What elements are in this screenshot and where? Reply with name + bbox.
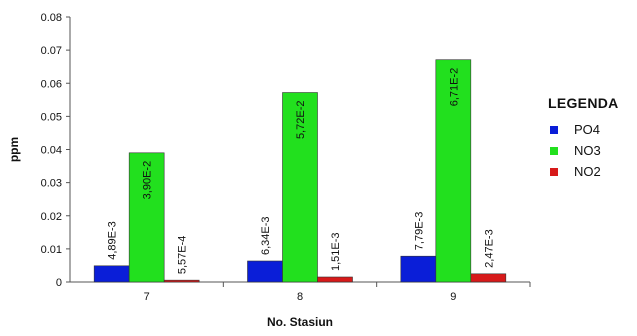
- legend-item-no2: NO2: [548, 161, 632, 182]
- legend-title: LEGENDA: [548, 95, 619, 111]
- y-tick-label: 0.06: [41, 78, 62, 90]
- y-tick-label: 0.02: [41, 211, 62, 223]
- data-label-no2: 2,47E-3: [483, 229, 495, 268]
- legend-label: PO4: [574, 122, 601, 137]
- data-label-no3: 5,72E-2: [295, 101, 307, 140]
- data-label-po4: 6,34E-3: [260, 216, 272, 255]
- legend-label: NO3: [574, 143, 601, 158]
- legend: LEGENDA PO4 NO3 NO2: [548, 95, 632, 182]
- data-label-no2: 5,57E-4: [177, 236, 189, 275]
- legend-swatch: [550, 146, 558, 155]
- x-axis-title: No. Stasiun: [267, 315, 333, 329]
- legend-swatch: [550, 167, 558, 176]
- bar-no3: [128, 152, 165, 283]
- x-tick-label: 8: [297, 291, 303, 303]
- y-tick-label: 0.03: [41, 178, 62, 190]
- bar-po4: [247, 260, 283, 283]
- y-tick-label: 0: [56, 277, 62, 289]
- data-label-po4: 4,89E-3: [107, 221, 119, 260]
- bar-no2: [317, 276, 353, 283]
- bar-no2: [470, 273, 507, 283]
- x-tick-label: 7: [144, 291, 150, 303]
- bar-po4: [400, 255, 437, 283]
- data-label-no2: 1,51E-3: [330, 232, 342, 271]
- data-label-po4: 7,79E-3: [413, 212, 425, 251]
- y-tick-label: 0.07: [41, 45, 62, 57]
- y-tick-label: 0.08: [41, 12, 62, 24]
- y-tick-label: 0.01: [41, 244, 62, 256]
- legend-swatch: [550, 125, 558, 134]
- y-tick-label: 0.04: [41, 145, 62, 157]
- legend-items: PO4 NO3 NO2: [548, 119, 632, 182]
- bar-no2: [163, 279, 200, 283]
- legend-item-no3: NO3: [548, 140, 632, 161]
- bar-po4: [93, 265, 130, 283]
- x-tick-label: 9: [450, 291, 456, 303]
- legend-item-po4: PO4: [548, 119, 632, 140]
- bar-no3: [435, 59, 472, 283]
- data-label-no3: 6,71E-2: [448, 68, 460, 107]
- data-label-no3: 3,90E-2: [142, 161, 154, 200]
- y-axis-title: ppm: [7, 137, 21, 162]
- legend-label: NO2: [574, 164, 601, 179]
- bar-no3: [282, 92, 318, 283]
- y-tick-label: 0.05: [41, 111, 62, 123]
